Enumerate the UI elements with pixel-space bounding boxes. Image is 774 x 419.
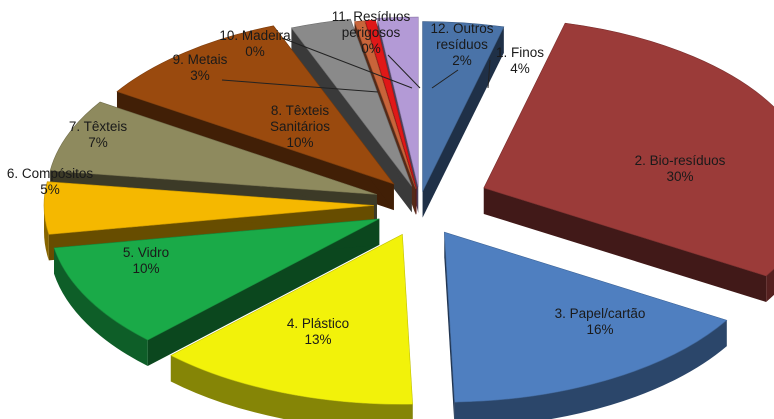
- data-label-2-bio-residuos: 2. Bio-resíduos 30%: [635, 153, 726, 184]
- leader-line-10-madeira: [281, 37, 413, 89]
- data-label-7-texteis: 7. Têxteis 7%: [69, 119, 128, 150]
- slice-rim-2-bio-residuos: [766, 268, 774, 302]
- leader-line-11-residuos-perigosos: [387, 54, 421, 89]
- data-label-9-metais: 9. Metais 3%: [173, 52, 228, 83]
- slice-wall-1-finos: [422, 26, 504, 218]
- slice-labels: 1. Finos 4% 2. Bio-resíduos 30% 3. Papel/car…: [7, 9, 726, 347]
- data-label-6-compositos: 6. Compósitos 5%: [7, 166, 94, 197]
- slice-rim-5-vidro: [54, 247, 148, 367]
- leader-line-12-outros-residuos: [431, 69, 459, 89]
- slice-1-finos: [422, 21, 505, 192]
- label-leader-lines: [221, 37, 491, 93]
- leader-line-1-finos: [487, 59, 491, 89]
- slice-3-papel-cartao: [444, 231, 728, 403]
- data-label-12-outros-residuos: 12. Outros resíduos 2%: [430, 21, 493, 68]
- slice-6-compositos: [43, 181, 375, 235]
- slice-rim-4-plastico: [170, 355, 413, 419]
- data-label-5-vidro: 5. Vidro 10%: [123, 245, 169, 276]
- slice-9-metais: [290, 18, 413, 187]
- leader-line-9-metais: [221, 79, 379, 93]
- slice-12-outros-residuos: [376, 16, 419, 188]
- slice-wall-2-bio-residuos: [483, 187, 767, 302]
- data-label-1-finos: 1. Finos 4%: [496, 45, 544, 76]
- data-label-11-residuos-perigosos: 11. Resíduos perigosos 0%: [332, 9, 411, 56]
- data-label-8-texteis-sanitarios: 8. Têxteis Sanitários 10%: [270, 103, 330, 150]
- slice-8-texteis-sanitarios: [116, 25, 395, 185]
- data-label-4-plastico: 4. Plástico 13%: [287, 316, 349, 347]
- slice-7-texteis: [49, 101, 378, 195]
- slice-2-bio-residuos: [483, 22, 774, 277]
- slice-11-residuos-perigosos: [364, 19, 417, 189]
- slice-wall-5-vidro: [147, 218, 380, 367]
- slice-10-madeira: [354, 20, 416, 189]
- slice-tops: [43, 16, 774, 405]
- data-label-10-madeira: 10. Madeira 0%: [219, 28, 291, 59]
- slice-4-plastico: [170, 233, 413, 405]
- slice-rim-3-papel-cartao: [454, 320, 727, 419]
- slice-5-vidro: [53, 218, 380, 341]
- slice-wall-9-metais: [291, 27, 412, 213]
- data-label-3-papel-cartao: 3. Papel/cartão 16%: [555, 306, 646, 337]
- slice-rim-6-compositos: [44, 205, 49, 261]
